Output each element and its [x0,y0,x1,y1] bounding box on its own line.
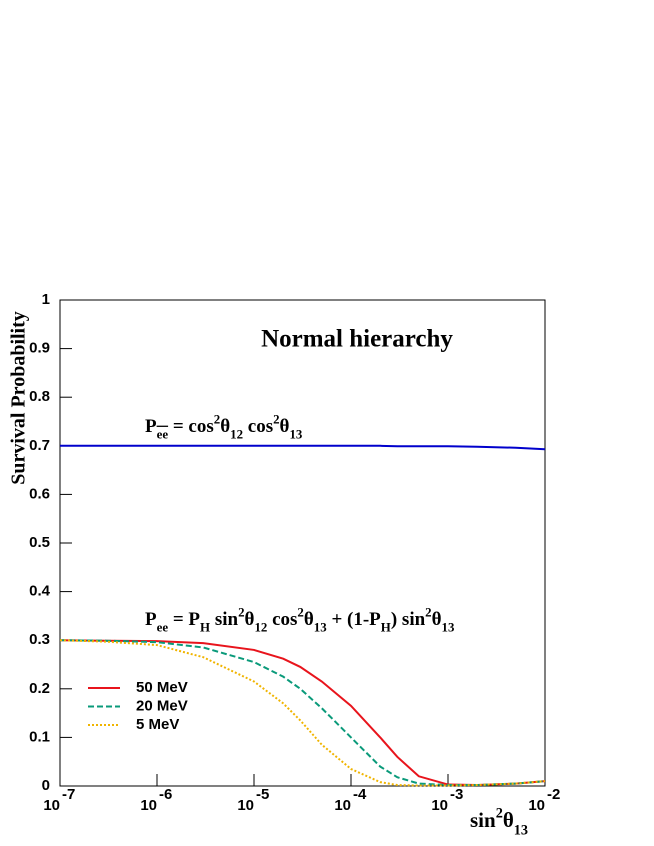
chart-title: Normal hierarchy [261,326,453,353]
text-part: 2 [273,411,279,426]
x-tick-exponent: -6 [159,786,172,803]
x-tick-label: 10 [237,797,254,814]
annotation: Pee = cos2θ12 cos2θ13 [145,411,303,441]
text-part: 2 [297,604,303,619]
y-tick-label: 0.6 [29,485,50,502]
text-part: = cos [168,416,214,437]
text-part: 2 [214,411,220,426]
x-tick-label: 10 [140,797,157,814]
text-part: H [381,620,391,635]
text-part: θ [304,609,314,630]
series-line [59,639,546,787]
text-part: P [145,609,157,630]
legend-label: 50 MeV [136,679,188,696]
plot-frame [59,299,546,787]
y-tick-label: 0.4 [29,583,51,600]
x-tick-label: 10 [528,797,545,814]
y-tick-label: 0.3 [29,631,50,648]
text-part: 12 [230,427,243,442]
legend-label: 5 MeV [136,716,179,733]
text-part: cos [267,609,297,630]
y-tick-label: 0.8 [29,388,50,405]
x-tick-label: 10 [431,797,448,814]
text-part: P [145,416,157,437]
text-part: = P [168,609,200,630]
text-part: 2 [425,604,431,619]
text-part: 13 [514,822,528,838]
x-tick-label: 10 [334,797,351,814]
text-part: 13 [314,620,327,635]
text-part: ee [157,620,169,635]
y-tick-label: 0.5 [29,534,50,551]
text-part: cos [243,416,273,437]
y-tick-label: 0.1 [29,728,50,745]
text-part: 12 [254,620,267,635]
y-tick-label: 1 [42,291,50,308]
text-part: θ [280,416,290,437]
text-part: θ [503,808,514,832]
text-part: ee [157,427,169,442]
text-part: 2 [238,604,244,619]
x-axis-label: sin2θ13 [470,806,528,839]
series-line [59,639,546,787]
annotation: Pee = PH sin2θ12 cos2θ13 + (1-PH) sin2θ1… [145,604,455,634]
text-part: + (1-P [327,609,381,630]
x-tick-label: 10 [43,797,60,814]
text-part: sin [470,808,496,832]
x-tick-exponent: -2 [547,786,560,803]
x-tick-exponent: -7 [62,786,75,803]
y-axis-label: Survival Probability [8,311,30,485]
x-tick-exponent: -4 [353,786,367,803]
y-tick-label: 0 [42,777,50,794]
series-line [60,444,546,451]
text-part: H [200,620,210,635]
text-part: θ [432,609,442,630]
text-part: sin [210,609,238,630]
series-line [59,639,546,787]
x-tick-exponent: -3 [450,786,463,803]
text-part: ) sin [391,609,426,630]
y-tick-label: 0.9 [29,340,50,357]
text-part: 13 [442,620,455,635]
x-tick-exponent: -5 [256,786,269,803]
text-part: 13 [289,427,302,442]
text-part: θ [220,416,230,437]
y-tick-label: 0.7 [29,437,50,454]
legend-label: 20 MeV [136,697,188,714]
text-part: 2 [496,806,503,822]
y-tick-label: 0.2 [29,680,50,697]
text-part: θ [245,609,255,630]
